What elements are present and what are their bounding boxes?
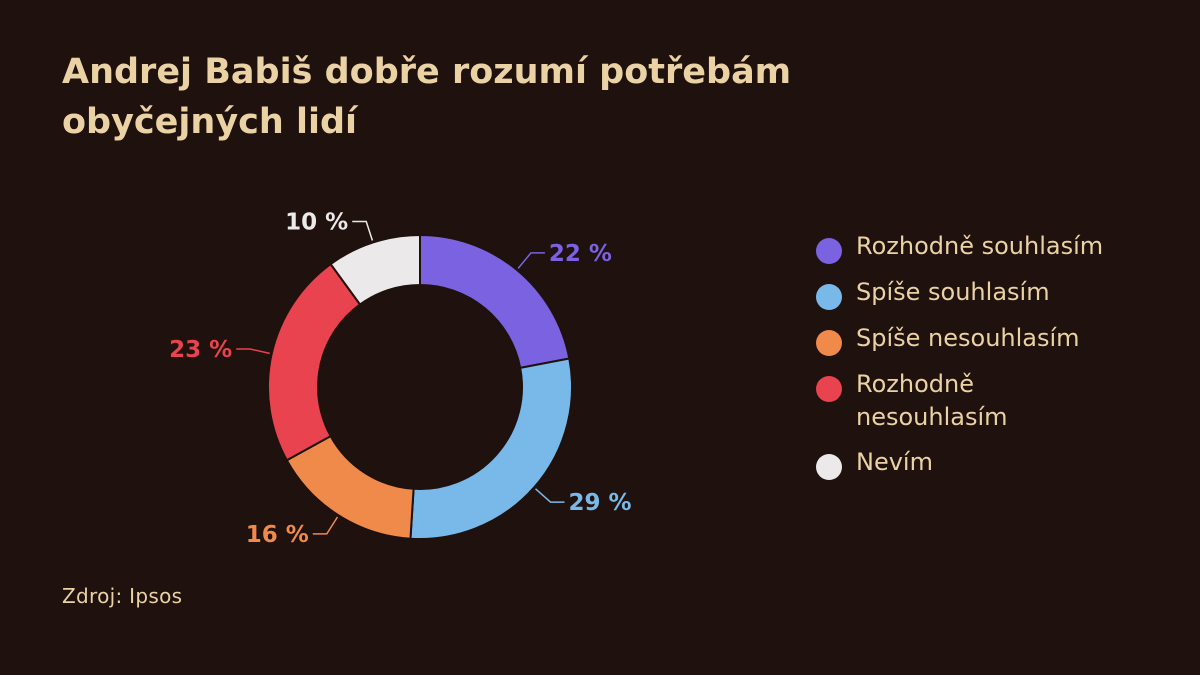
leader-line-rozhodne-nesouhlasim xyxy=(236,348,270,355)
legend-swatch xyxy=(816,238,842,264)
donut-slice-rozhodne-souhlasim xyxy=(419,233,571,370)
chart-legend: Rozhodně souhlasím Spíše souhlasím Spíše n… xyxy=(816,230,1176,492)
chart-title: Andrej Babiš dobře rozumí potřebám obyče… xyxy=(62,52,792,142)
data-label-rozhodne-nesouhlasim: 23 % xyxy=(169,337,232,363)
legend-swatch xyxy=(816,330,842,356)
legend-label: Spíše nesouhlasím xyxy=(856,324,1080,352)
legend-swatch xyxy=(816,454,842,480)
donut-slice-spise-souhlasim xyxy=(409,357,573,540)
legend-swatch xyxy=(816,284,842,310)
data-label-rozhodne-souhlasim: 22 % xyxy=(549,241,612,267)
leader-line-nevim xyxy=(352,220,374,241)
legend-item-spise-souhlasim: Spíše souhlasím xyxy=(816,276,1176,310)
legend-item-rozhodne-nesouhlasim: Rozhodně nesouhlasím xyxy=(816,368,1176,434)
legend-item-nevim: Nevím xyxy=(816,446,1176,480)
data-label-spise-nesouhlasim: 16 % xyxy=(246,522,309,548)
legend-swatch xyxy=(816,376,842,402)
donut-slice-nevim xyxy=(329,233,421,306)
donut-slice-rozhodne-nesouhlasim xyxy=(267,262,362,462)
legend-label: Nevím xyxy=(856,448,933,476)
data-label-spise-souhlasim: 29 % xyxy=(569,490,632,516)
legend-item-spise-nesouhlasim: Spíše nesouhlasím xyxy=(816,322,1176,356)
legend-label: Spíše souhlasím xyxy=(856,278,1050,306)
leader-line-spise-nesouhlasim xyxy=(312,516,339,535)
legend-item-rozhodne-souhlasim: Rozhodně souhlasím xyxy=(816,230,1176,264)
legend-label: Rozhodně souhlasím xyxy=(856,232,1104,260)
legend-label: Rozhodně nesouhlasím xyxy=(856,370,1008,431)
data-label-nevim: 10 % xyxy=(285,210,348,236)
source-note: Zdroj: Ipsos xyxy=(62,584,183,608)
leader-line-rozhodne-souhlasim xyxy=(517,252,545,269)
leader-line-spise-souhlasim xyxy=(535,488,565,503)
